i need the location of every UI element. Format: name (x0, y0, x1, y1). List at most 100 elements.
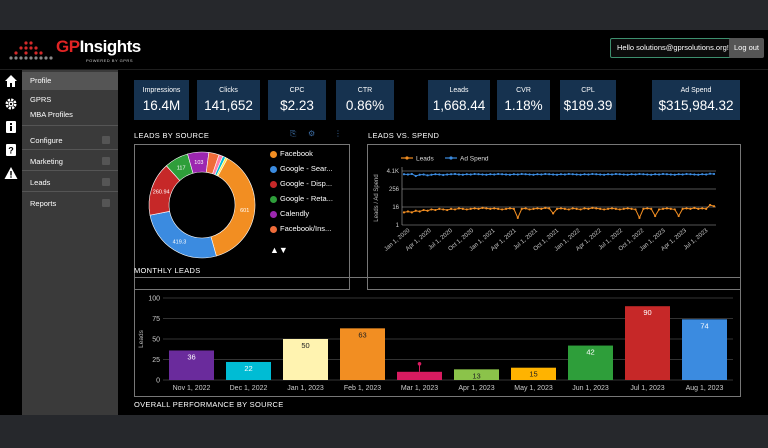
legend-pager-arrows[interactable]: ▲▼ (270, 245, 288, 255)
kpi-label: Clicks (219, 87, 238, 94)
nav-configure-toggle[interactable] (102, 136, 110, 144)
gear-icon[interactable] (4, 97, 18, 111)
series-point (528, 173, 531, 176)
legend-label: Leads (416, 156, 434, 163)
series-point (657, 173, 661, 176)
x-tick-label: Dec 1, 2022 (230, 385, 268, 392)
series-point (434, 173, 437, 176)
series-point (457, 207, 461, 210)
series-point (685, 172, 688, 176)
leads-vs-spend-title: LEADS VS. SPEND (368, 131, 440, 140)
info-icon[interactable] (4, 120, 18, 134)
kpi-value: 1,668.44 (432, 98, 486, 113)
series-point (508, 173, 512, 176)
series-point (697, 207, 700, 210)
series-point (630, 173, 633, 176)
home-icon[interactable] (4, 74, 18, 88)
nav-profile[interactable]: Profile (22, 72, 118, 90)
legend-label: Facebook/Ins... (280, 224, 332, 233)
series-point (481, 173, 484, 176)
x-tick-label: Aug 1, 2023 (686, 385, 724, 392)
series-point (595, 173, 598, 176)
y-tick-label: 100 (148, 296, 160, 303)
series-point (622, 173, 625, 176)
export-icon[interactable]: ⎘ (290, 129, 297, 138)
kpi-impressions: Impressions 16.4M (134, 80, 189, 120)
series-point (701, 207, 704, 210)
series-point (661, 207, 665, 210)
bar (226, 361, 271, 380)
series-point (461, 173, 464, 176)
series-point (669, 207, 672, 210)
kpi-label: Impressions (142, 87, 181, 94)
series-point (418, 173, 421, 176)
nav-leads[interactable]: Leads (22, 178, 118, 187)
series-point (587, 173, 590, 176)
kpi-value: $2.23 (280, 98, 314, 113)
bar-value-label: 15 (529, 370, 537, 379)
kpi-clicks: Clicks 141,652 (197, 80, 260, 120)
series-point (654, 173, 657, 176)
series-point (673, 208, 676, 211)
series-point (493, 207, 496, 210)
series-point (563, 173, 566, 176)
nav-reports-toggle[interactable] (102, 199, 110, 207)
series-point (610, 173, 614, 176)
user-greeting: Hello solutions@gprsolutions.org! (610, 38, 736, 58)
x-tick-label: Jul 1, 2023 (683, 228, 710, 252)
nav-configure[interactable]: Configure (22, 136, 118, 145)
nav-leads-toggle[interactable] (102, 178, 110, 186)
series-point (567, 172, 570, 176)
series-point (402, 173, 406, 176)
bar-indicator-dot (417, 362, 422, 366)
nav-marketing[interactable]: Marketing (22, 157, 118, 166)
help-icon[interactable]: ? (4, 143, 18, 157)
logout-button[interactable]: Log out (729, 38, 764, 58)
series-point (473, 207, 476, 210)
series-point (583, 173, 586, 176)
nav-marketing-toggle[interactable] (102, 157, 110, 165)
series-point (406, 173, 410, 176)
series-point (512, 207, 515, 210)
series-point (544, 172, 547, 176)
series-point (712, 172, 716, 176)
series-point (406, 210, 410, 213)
nav-mba-profiles[interactable]: MBA Profiles (30, 110, 73, 119)
kpi-ctr: CTR 0.86% (336, 80, 394, 120)
nav-gprs[interactable]: GPRS (30, 95, 52, 104)
y-tick-label: 1 (396, 223, 400, 229)
y-axis-title: Leads / Ad Spend (374, 174, 380, 221)
series-point (465, 173, 468, 176)
x-tick-label: Jan 1, 2023 (287, 385, 324, 392)
series-point (630, 207, 633, 210)
legend-swatch (270, 211, 277, 218)
series-point (465, 208, 468, 211)
x-tick-label: Apr 1, 2023 (458, 385, 494, 392)
series-point (712, 205, 716, 208)
series-point (497, 172, 500, 176)
legend-swatch (270, 196, 277, 203)
warning-icon[interactable] (4, 166, 18, 180)
x-tick-label: Jul 1, 2023 (630, 385, 664, 392)
series-point (579, 208, 582, 211)
settings-icon[interactable]: ⚙ (308, 129, 316, 138)
header: GPInsights POWERED BY GPRS Hello solutio… (0, 30, 768, 70)
series-point (418, 210, 421, 213)
series-point (516, 173, 519, 176)
series-point (536, 173, 539, 176)
series-point (614, 207, 617, 210)
gpinsights-logo[interactable]: GPInsights POWERED BY GPRS (6, 36, 141, 66)
series-point (650, 173, 653, 176)
x-tick-label: Jun 1, 2023 (572, 385, 609, 392)
series-point (665, 207, 669, 210)
series-point (438, 173, 441, 176)
series-point (473, 172, 476, 176)
series-point (528, 208, 531, 211)
more-icon[interactable]: ⋮ (334, 129, 342, 138)
y-axis-title: Leads (138, 329, 145, 347)
kpi-label: CPL (581, 87, 595, 94)
bar-value-label: 36 (187, 352, 195, 361)
nav-reports[interactable]: Reports (22, 199, 118, 208)
nav-leads-label: Leads (30, 178, 51, 187)
series-point (579, 173, 582, 176)
